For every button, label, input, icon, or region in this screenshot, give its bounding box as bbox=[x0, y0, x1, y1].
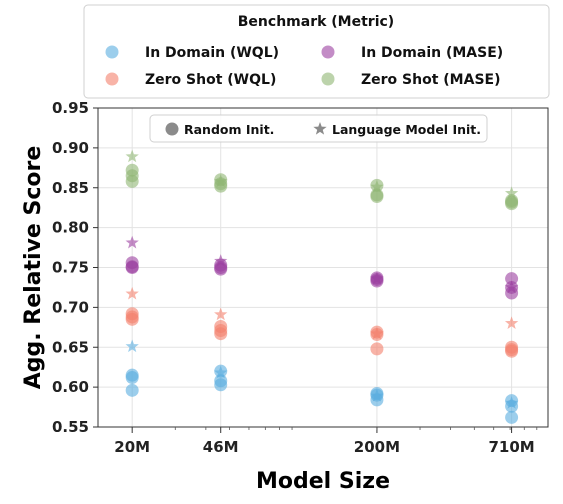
point-language-model-init bbox=[214, 307, 228, 321]
point-random-init bbox=[505, 344, 519, 358]
marker-legend: Random Init. Language Model Init. bbox=[149, 114, 488, 143]
point-random-init bbox=[370, 342, 384, 356]
y-tick-label: 0.90 bbox=[52, 139, 89, 157]
legend-marker bbox=[105, 72, 119, 86]
marker-legend-label: Random Init. bbox=[184, 122, 274, 137]
point-language-model-init bbox=[125, 149, 139, 163]
point-language-model-init bbox=[504, 316, 519, 329]
data-points bbox=[125, 149, 519, 424]
x-tick-label: 200M bbox=[354, 438, 400, 456]
point-random-init bbox=[125, 312, 139, 326]
y-tick-label: 0.70 bbox=[52, 298, 89, 316]
point-language-model-init bbox=[504, 186, 519, 199]
y-tick-label: 0.95 bbox=[52, 99, 89, 117]
point-random-init bbox=[214, 262, 228, 276]
point-random-init bbox=[505, 410, 519, 424]
point-language-model-init bbox=[370, 179, 384, 193]
point-language-model-init bbox=[125, 286, 139, 300]
point-random-init bbox=[505, 286, 519, 300]
legend-marker bbox=[321, 45, 335, 59]
legend-marker bbox=[105, 45, 119, 59]
point-random-init bbox=[125, 383, 139, 397]
point-random-init bbox=[125, 371, 139, 385]
point-language-model-init bbox=[125, 339, 139, 353]
point-language-model-init bbox=[370, 271, 384, 285]
y-axis-title: Agg. Relative Score bbox=[21, 146, 46, 390]
legend-marker bbox=[321, 72, 335, 86]
point-language-model-init bbox=[214, 365, 228, 379]
x-tick-label: 20M bbox=[114, 438, 150, 456]
legend-entry-label: Zero Shot (WQL) bbox=[145, 72, 276, 88]
point-language-model-init bbox=[214, 254, 228, 267]
point-language-model-init bbox=[370, 326, 384, 340]
marker-legend-star bbox=[313, 122, 327, 135]
x-axis-title: Model Size bbox=[256, 469, 390, 494]
point-random-init bbox=[370, 190, 384, 204]
x-tick-label: 710M bbox=[488, 438, 534, 456]
point-random-init bbox=[370, 393, 384, 407]
y-tick-label: 0.80 bbox=[52, 219, 89, 237]
point-random-init bbox=[125, 174, 139, 188]
y-tick-label: 0.60 bbox=[52, 378, 89, 396]
point-random-init bbox=[125, 261, 139, 274]
x-tick-label: 46M bbox=[203, 438, 239, 456]
point-language-model-init bbox=[504, 396, 519, 409]
axis-ticks: 0.55 0.60 0.65 0.70 0.75 0.80 0.85 0.90 0.95 20M 4… bbox=[52, 99, 538, 456]
legend-title: Benchmark (Metric) bbox=[238, 14, 394, 30]
point-language-model-init bbox=[214, 174, 228, 188]
point-language-model-init bbox=[125, 235, 139, 249]
point-language-model-init bbox=[504, 280, 519, 294]
marker-legend-label: Language Model Init. bbox=[332, 122, 481, 137]
legend-box bbox=[83, 4, 550, 99]
point-random-init bbox=[214, 179, 228, 193]
point-random-init bbox=[505, 197, 519, 211]
legend-entry-label: In Domain (WQL) bbox=[145, 45, 279, 61]
y-tick-label: 0.65 bbox=[52, 338, 89, 356]
marker-legend-circle bbox=[165, 122, 179, 136]
benchmark-legend: Benchmark (Metric) In Domain (WQL) In Dom… bbox=[83, 4, 550, 99]
point-language-model-init bbox=[370, 388, 384, 402]
legend-entry-label: Zero Shot (MASE) bbox=[361, 72, 501, 88]
y-tick-label: 0.85 bbox=[52, 179, 89, 197]
legend-entry-label: In Domain (MASE) bbox=[361, 45, 503, 61]
point-random-init bbox=[214, 327, 228, 341]
y-tick-label: 0.55 bbox=[52, 418, 89, 436]
grid bbox=[98, 107, 548, 428]
y-tick-label: 0.75 bbox=[52, 259, 89, 277]
point-random-init bbox=[214, 378, 228, 392]
